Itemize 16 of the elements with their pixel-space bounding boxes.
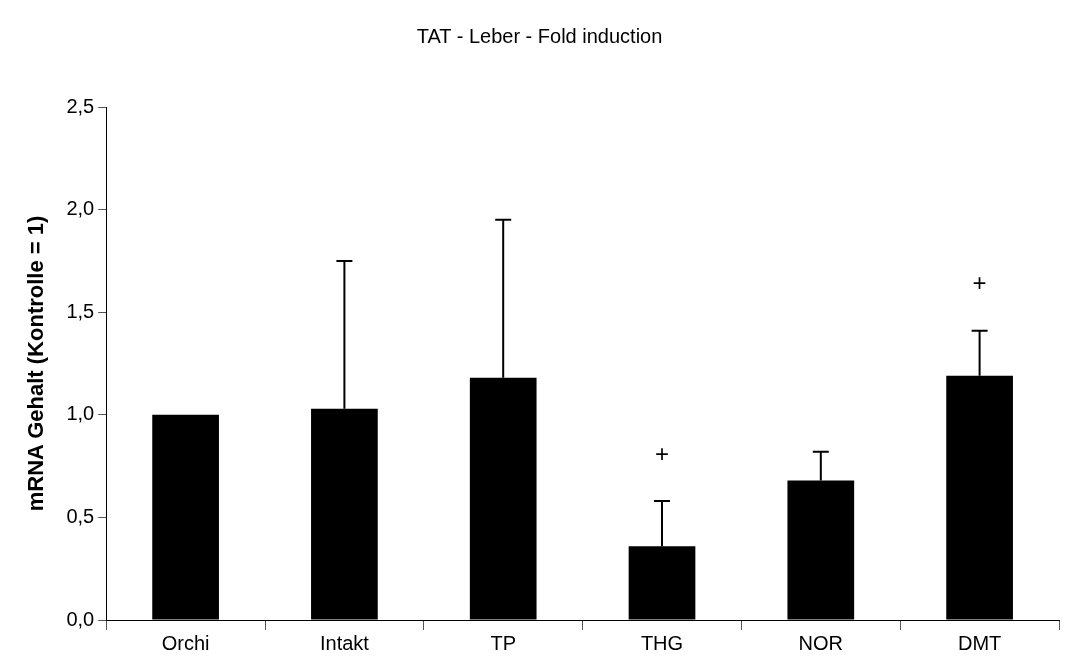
y-tick-label: 2,5 (66, 94, 95, 117)
x-tick-label: DMT (957, 631, 1002, 654)
annotation: + (654, 439, 670, 467)
y-axis-title: mRNA Gehalt (Kontrolle = 1) (23, 215, 49, 512)
x-tick-label: NOR (798, 631, 844, 654)
y-tick-label: 1,5 (66, 299, 95, 322)
chart-title: TAT - Leber - Fold induction (416, 24, 663, 47)
y-tick-label: 1,0 (66, 402, 95, 425)
x-tick-label: Orchi (161, 631, 210, 654)
annotation: + (972, 269, 987, 297)
y-tick-label: 0,0 (66, 607, 95, 630)
x-tick-label: TP (490, 631, 516, 654)
y-tick-label: 2,0 (66, 197, 95, 220)
y-tick-label: 0,5 (66, 504, 95, 527)
x-tick-label: Intakt (319, 631, 370, 654)
x-tick-label: THG (640, 631, 684, 654)
